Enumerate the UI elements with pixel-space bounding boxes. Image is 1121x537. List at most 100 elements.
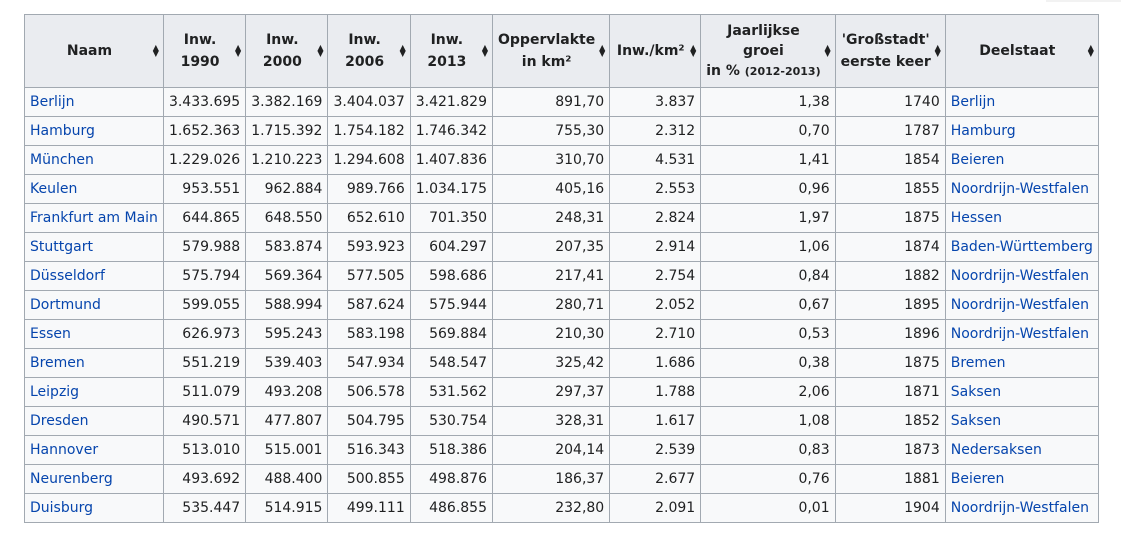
- inw-2006-cell: 504.795: [327, 406, 411, 436]
- deelstaat-link[interactable]: Bremen: [944, 348, 1099, 378]
- inw-2013-cell: 575.944: [409, 290, 494, 320]
- groei-cell: 0,53: [700, 319, 836, 349]
- dichtheid-cell: 2.824: [609, 203, 702, 233]
- grossstadt-jaar-cell: 1852: [834, 406, 946, 436]
- deelstaat-link[interactable]: Hamburg: [944, 116, 1099, 146]
- grossstadt-jaar-cell: 1854: [834, 145, 946, 175]
- sort-icon[interactable]: ▲ ▼: [152, 43, 159, 58]
- dichtheid-cell: 1.788: [609, 377, 702, 407]
- deelstaat-link[interactable]: Noordrijn-Westfalen: [944, 319, 1099, 349]
- dichtheid-cell: 2.091: [609, 493, 702, 523]
- sort-icon[interactable]: ▲ ▼: [399, 43, 406, 58]
- deelstaat-link[interactable]: Beieren: [944, 145, 1099, 175]
- dichtheid-cell: 2.914: [609, 232, 702, 262]
- city-link[interactable]: Düsseldorf: [24, 261, 164, 291]
- dichtheid-cell: 4.531: [609, 145, 702, 175]
- dichtheid-cell: 2.539: [609, 435, 702, 465]
- inw-2013-cell: 1.407.836: [409, 145, 494, 175]
- col-inw2013-header[interactable]: Inw. 2013 ▲ ▼: [409, 14, 494, 88]
- oppervlakte-cell: 248,31: [491, 203, 611, 233]
- deelstaat-link[interactable]: Noordrijn-Westfalen: [944, 493, 1099, 523]
- groei-cell: 2,06: [700, 377, 836, 407]
- oppervlakte-cell: 891,70: [491, 87, 611, 117]
- col-grossstadt-header[interactable]: 'Großstadt' eerste keer ▲ ▼: [834, 14, 946, 88]
- inw-1990-cell: 599.055: [162, 290, 247, 320]
- city-link[interactable]: Hamburg: [24, 116, 164, 146]
- deelstaat-link[interactable]: Hessen: [944, 203, 1099, 233]
- col-inw2000-header[interactable]: Inw. 2000 ▲ ▼: [245, 14, 329, 88]
- deelstaat-link[interactable]: Noordrijn-Westfalen: [944, 261, 1099, 291]
- grossstadt-jaar-cell: 1875: [834, 348, 946, 378]
- col-inw2006-header[interactable]: Inw. 2006 ▲ ▼: [327, 14, 411, 88]
- inw-1990-cell: 1.229.026: [162, 145, 247, 175]
- oppervlakte-cell: 280,71: [491, 290, 611, 320]
- city-link[interactable]: Neurenberg: [24, 464, 164, 494]
- inw-2006-cell: 1.294.608: [327, 145, 411, 175]
- city-link[interactable]: Keulen: [24, 174, 164, 204]
- inw-2013-cell: 530.754: [409, 406, 494, 436]
- oppervlakte-cell: 207,35: [491, 232, 611, 262]
- col-inw1990-header[interactable]: Inw. 1990 ▲ ▼: [162, 14, 247, 88]
- table-row: Düsseldorf 575.794 569.364 577.505 598.686 21…: [24, 261, 1099, 291]
- deelstaat-link[interactable]: Berlijn: [944, 87, 1099, 117]
- inw-2000-cell: 515.001: [245, 435, 329, 465]
- city-link[interactable]: Essen: [24, 319, 164, 349]
- dichtheid-cell: 2.312: [609, 116, 702, 146]
- city-link[interactable]: Dresden: [24, 406, 164, 436]
- inw-2006-cell: 652.610: [327, 203, 411, 233]
- dichtheid-cell: 1.617: [609, 406, 702, 436]
- table-row: Keulen 953.551 962.884 989.766 1.034.175 405,…: [24, 174, 1099, 204]
- deelstaat-link[interactable]: Beieren: [944, 464, 1099, 494]
- inw-2013-cell: 701.350: [409, 203, 494, 233]
- dichtheid-cell: 2.052: [609, 290, 702, 320]
- oppervlakte-cell: 217,41: [491, 261, 611, 291]
- deelstaat-link[interactable]: Noordrijn-Westfalen: [944, 290, 1099, 320]
- inw-2000-cell: 3.382.169: [245, 87, 329, 117]
- deelstaat-link[interactable]: Saksen: [944, 406, 1099, 436]
- inw-2000-cell: 583.874: [245, 232, 329, 262]
- deelstaat-link[interactable]: Baden-Württemberg: [944, 232, 1099, 262]
- col-dichtheid-header[interactable]: Inw./km² ▲ ▼: [609, 14, 702, 88]
- dichtheid-cell: 2.710: [609, 319, 702, 349]
- city-link[interactable]: Stuttgart: [24, 232, 164, 262]
- city-link[interactable]: Duisburg: [24, 493, 164, 523]
- inw-2006-cell: 516.343: [327, 435, 411, 465]
- groei-cell: 0,84: [700, 261, 836, 291]
- col-deelstaat-header[interactable]: Deelstaat ▲ ▼: [944, 14, 1099, 88]
- sort-icon[interactable]: ▲ ▼: [235, 43, 242, 58]
- dichtheid-cell: 3.837: [609, 87, 702, 117]
- sort-icon[interactable]: ▲ ▼: [317, 43, 324, 58]
- inw-2006-cell: 583.198: [327, 319, 411, 349]
- deelstaat-link[interactable]: Noordrijn-Westfalen: [944, 174, 1099, 204]
- sort-icon[interactable]: ▲ ▼: [481, 43, 488, 58]
- table-row: München 1.229.026 1.210.223 1.294.608 1.407.…: [24, 145, 1099, 175]
- sort-icon[interactable]: ▲ ▼: [690, 43, 697, 58]
- inw-1990-cell: 513.010: [162, 435, 247, 465]
- sort-icon[interactable]: ▲ ▼: [599, 43, 606, 58]
- inw-2000-cell: 1.210.223: [245, 145, 329, 175]
- city-link[interactable]: Hannover: [24, 435, 164, 465]
- cities-table: Naam ▲ ▼ Inw. 1990 ▲ ▼ Inw. 2000 ▲ ▼ Inw. 2006 ▲ ▼ …: [24, 14, 1099, 523]
- sort-icon[interactable]: ▲ ▼: [934, 43, 941, 58]
- city-link[interactable]: Leipzig: [24, 377, 164, 407]
- groei-cell: 1,41: [700, 145, 836, 175]
- city-link[interactable]: Dortmund: [24, 290, 164, 320]
- deelstaat-link[interactable]: Saksen: [944, 377, 1099, 407]
- city-link[interactable]: München: [24, 145, 164, 175]
- oppervlakte-cell: 328,31: [491, 406, 611, 436]
- sort-icon[interactable]: ▲ ▼: [1087, 43, 1094, 58]
- sort-icon[interactable]: ▲ ▼: [824, 43, 831, 58]
- deelstaat-link[interactable]: Nedersaksen: [944, 435, 1099, 465]
- oppervlakte-cell: 210,30: [491, 319, 611, 349]
- col-oppervlakte-header[interactable]: Oppervlakte in km² ▲ ▼: [491, 14, 611, 88]
- col-naam-header[interactable]: Naam ▲ ▼: [24, 14, 164, 88]
- inw-2000-cell: 493.208: [245, 377, 329, 407]
- inw-2000-cell: 488.400: [245, 464, 329, 494]
- inw-2006-cell: 587.624: [327, 290, 411, 320]
- city-link[interactable]: Berlijn: [24, 87, 164, 117]
- col-groei-header[interactable]: Jaarlijkse groei in % (2012-2013) ▲ ▼: [700, 14, 836, 88]
- oppervlakte-cell: 232,80: [491, 493, 611, 523]
- city-link[interactable]: Frankfurt am Main: [24, 203, 164, 233]
- city-link[interactable]: Bremen: [24, 348, 164, 378]
- table-row: Hannover 513.010 515.001 516.343 518.386 204,…: [24, 435, 1099, 465]
